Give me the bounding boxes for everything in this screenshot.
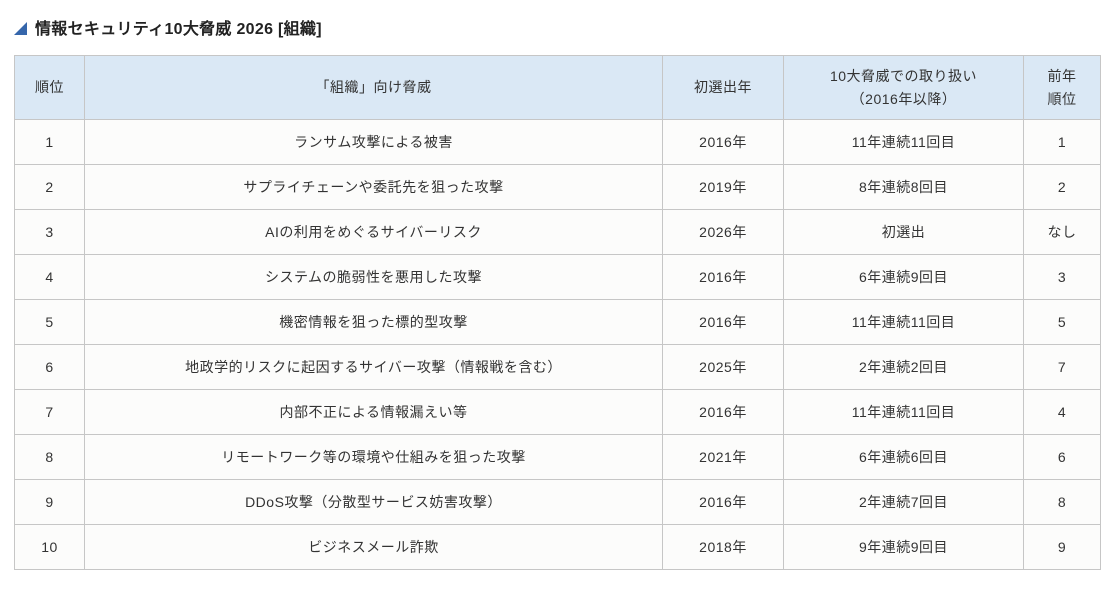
table-row: 4 システムの脆弱性を悪用した攻撃 2016年 6年連続9回目 3: [14, 254, 1101, 300]
first-year-cell: 2016年: [662, 479, 784, 525]
rank-cell: 10: [14, 524, 85, 570]
table-row: 2 サプライチェーンや委託先を狙った攻撃 2019年 8年連続8回目 2: [14, 164, 1101, 210]
treatment-cell: 11年連続11回目: [783, 119, 1024, 165]
header-prev-rank: 前年 順位: [1023, 55, 1101, 120]
treatment-cell: 11年連続11回目: [783, 389, 1024, 435]
threat-cell: DDoS攻撃（分散型サービス妨害攻撃）: [84, 479, 663, 525]
threat-cell: AIの利用をめぐるサイバーリスク: [84, 209, 663, 255]
header-row: 順位 「組織」向け脅威 初選出年 10大脅威での取り扱い （2016年以降） 前…: [14, 55, 1101, 120]
rank-cell: 3: [14, 209, 85, 255]
rank-cell: 8: [14, 434, 85, 480]
table-row: 10 ビジネスメール詐欺 2018年 9年連続9回目 9: [14, 524, 1101, 570]
prev-rank-cell: 8: [1023, 479, 1101, 525]
prev-rank-cell: なし: [1023, 209, 1101, 255]
prev-rank-cell: 5: [1023, 299, 1101, 345]
table-row: 6 地政学的リスクに起因するサイバー攻撃（情報戦を含む） 2025年 2年連続2回目 7: [14, 344, 1101, 390]
title-triangle-icon: [14, 21, 27, 35]
threat-cell: ランサム攻撃による被害: [84, 119, 663, 165]
rank-cell: 6: [14, 344, 85, 390]
header-threat: 「組織」向け脅威: [84, 55, 663, 120]
rank-cell: 5: [14, 299, 85, 345]
treatment-cell: 8年連続8回目: [783, 164, 1024, 210]
header-rank: 順位: [14, 55, 85, 120]
treatment-cell: 初選出: [783, 209, 1024, 255]
first-year-cell: 2016年: [662, 119, 784, 165]
prev-rank-cell: 3: [1023, 254, 1101, 300]
prev-rank-cell: 7: [1023, 344, 1101, 390]
first-year-cell: 2026年: [662, 209, 784, 255]
table-row: 1 ランサム攻撃による被害 2016年 11年連続11回目 1: [14, 119, 1101, 165]
table-row: 7 内部不正による情報漏えい等 2016年 11年連続11回目 4: [14, 389, 1101, 435]
header-treatment: 10大脅威での取り扱い （2016年以降）: [783, 55, 1024, 120]
threat-cell: リモートワーク等の環境や仕組みを狙った攻撃: [84, 434, 663, 480]
first-year-cell: 2018年: [662, 524, 784, 570]
rank-cell: 9: [14, 479, 85, 525]
rank-cell: 4: [14, 254, 85, 300]
prev-rank-cell: 2: [1023, 164, 1101, 210]
table-row: 9 DDoS攻撃（分散型サービス妨害攻撃） 2016年 2年連続7回目 8: [14, 479, 1101, 525]
prev-rank-cell: 6: [1023, 434, 1101, 480]
rank-cell: 7: [14, 389, 85, 435]
first-year-cell: 2016年: [662, 389, 784, 435]
threat-cell: 内部不正による情報漏えい等: [84, 389, 663, 435]
first-year-cell: 2016年: [662, 254, 784, 300]
treatment-cell: 2年連続7回目: [783, 479, 1024, 525]
header-treatment-line1: 10大脅威での取り扱い: [829, 68, 978, 85]
first-year-cell: 2016年: [662, 299, 784, 345]
threat-cell: サプライチェーンや委託先を狙った攻撃: [84, 164, 663, 210]
first-year-cell: 2019年: [662, 164, 784, 210]
header-treatment-line2: （2016年以降）: [850, 90, 957, 107]
threats-table: 順位 「組織」向け脅威 初選出年 10大脅威での取り扱い （2016年以降） 前…: [14, 55, 1101, 570]
page-title-text: 情報セキュリティ10大脅威 2026 [組織]: [35, 21, 322, 38]
header-prev-rank-line2: 順位: [1047, 90, 1077, 107]
prev-rank-cell: 1: [1023, 119, 1101, 165]
header-first-year: 初選出年: [662, 55, 784, 120]
threat-cell: システムの脆弱性を悪用した攻撃: [84, 254, 663, 300]
treatment-cell: 11年連続11回目: [783, 299, 1024, 345]
first-year-cell: 2021年: [662, 434, 784, 480]
threat-cell: ビジネスメール詐欺: [84, 524, 663, 570]
table-row: 5 機密情報を狙った標的型攻撃 2016年 11年連続11回目 5: [14, 299, 1101, 345]
threat-cell: 地政学的リスクに起因するサイバー攻撃（情報戦を含む）: [84, 344, 663, 390]
table-row: 3 AIの利用をめぐるサイバーリスク 2026年 初選出 なし: [14, 209, 1101, 255]
treatment-cell: 2年連続2回目: [783, 344, 1024, 390]
rank-cell: 1: [14, 119, 85, 165]
first-year-cell: 2025年: [662, 344, 784, 390]
treatment-cell: 9年連続9回目: [783, 524, 1024, 570]
page-title: 情報セキュリティ10大脅威 2026 [組織]: [14, 14, 1101, 40]
prev-rank-cell: 9: [1023, 524, 1101, 570]
treatment-cell: 6年連続9回目: [783, 254, 1024, 300]
threat-cell: 機密情報を狙った標的型攻撃: [84, 299, 663, 345]
table-row: 8 リモートワーク等の環境や仕組みを狙った攻撃 2021年 6年連続6回目 6: [14, 434, 1101, 480]
treatment-cell: 6年連続6回目: [783, 434, 1024, 480]
rank-cell: 2: [14, 164, 85, 210]
prev-rank-cell: 4: [1023, 389, 1101, 435]
header-prev-rank-line1: 前年: [1047, 68, 1077, 85]
